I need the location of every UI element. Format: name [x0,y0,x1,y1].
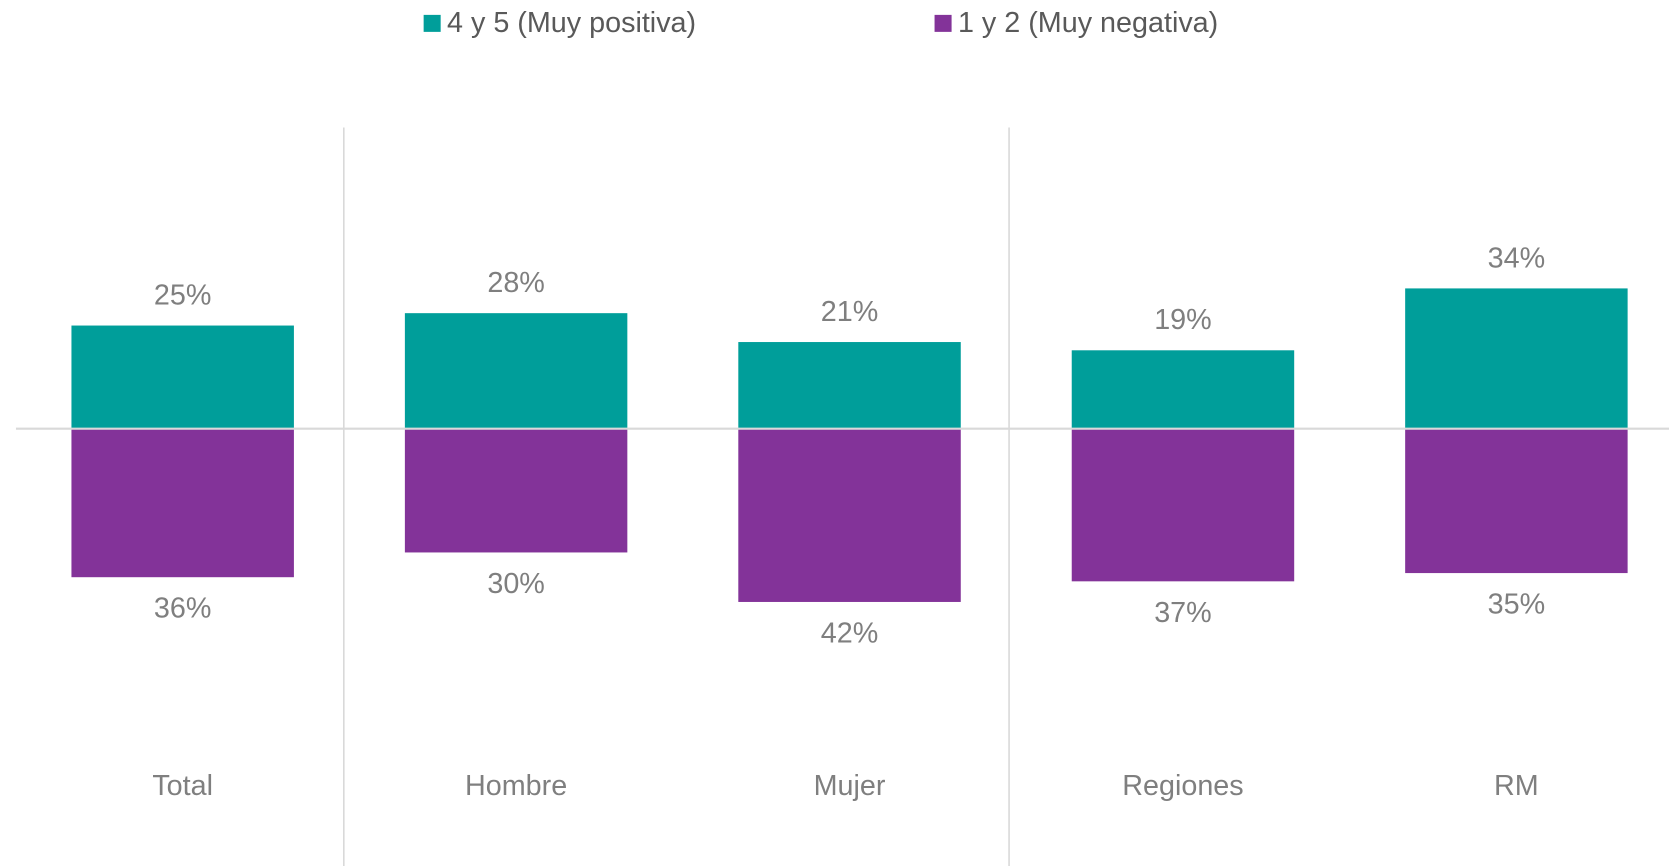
bar [1405,288,1628,429]
bar [71,428,294,578]
data-label: 36% [154,593,212,625]
data-label: 37% [1154,597,1212,629]
legend-swatch [934,14,952,32]
bar [738,428,961,602]
bar [1071,350,1295,429]
bar [404,313,628,429]
bar [71,325,294,429]
bar [738,342,961,429]
x-tick-label: Total [152,770,213,802]
legend-label: 4 y 5 (Muy positiva) [447,7,696,39]
data-label: 25% [154,279,212,311]
data-label: 19% [1154,304,1212,336]
data-label: 34% [1488,242,1546,274]
x-tick-label: Regiones [1122,770,1243,802]
data-label: 30% [487,568,545,600]
data-label: 21% [821,296,879,328]
data-label: 42% [821,617,879,649]
x-tick-label: RM [1494,770,1539,802]
bar [404,428,628,553]
legend-label: 1 y 2 (Muy negativa) [958,7,1218,39]
bar [1071,428,1295,582]
legend-swatch [423,14,441,32]
data-label: 28% [487,267,545,299]
x-tick-label: Mujer [814,770,886,802]
bar [1405,428,1628,574]
x-tick-label: Hombre [465,770,567,802]
data-label: 35% [1488,589,1546,621]
